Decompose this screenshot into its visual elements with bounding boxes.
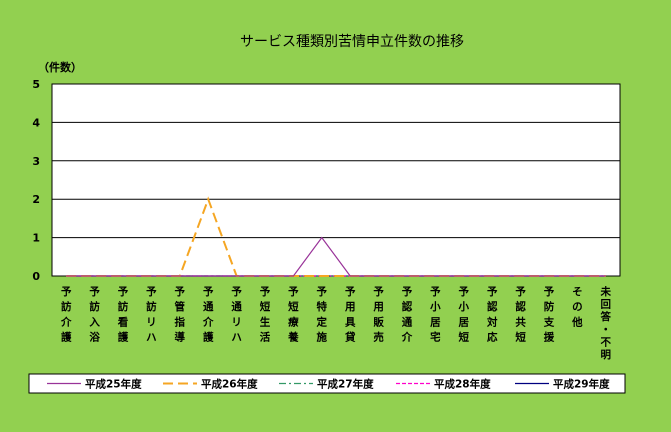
x-category-label: 予用具貸: [344, 285, 356, 344]
x-axis-categories: 予訪介護 予訪入浴 予訪看護 予訪リハ 予管指導 予通介護 予通リハ 予短生活 予短療養 予特定施…: [60, 285, 612, 361]
chart-title: サービス種類別苦情申立件数の推移: [240, 34, 464, 50]
x-category-label: 予訪入浴: [89, 285, 100, 344]
x-category-label: 予訪介護: [60, 285, 72, 344]
y-axis-ticks: 0 1 2 3 4 5: [32, 78, 40, 283]
series-layer: [66, 196, 606, 277]
series-line-0: [66, 236, 606, 277]
legend-label: 平成27年度: [317, 378, 374, 391]
x-category-label: 予認共短: [515, 285, 526, 344]
legend: [28, 373, 626, 394]
x-category-label: 予管指導: [175, 285, 186, 344]
x-category-label: 予短療養: [287, 285, 299, 344]
x-category-label: 予小居宅: [429, 285, 441, 344]
x-category-label: 予小居短: [458, 285, 470, 344]
x-category-label: 予特定施: [316, 285, 328, 344]
y-tick-label: 5: [32, 78, 40, 91]
x-category-label: 予通リハ: [231, 285, 242, 344]
x-category-label: 予短生活: [260, 285, 271, 344]
y-tick-label: 4: [32, 116, 40, 129]
x-category-label: 予通介護: [202, 285, 214, 344]
legend-label: 平成25年度: [85, 378, 142, 391]
y-tick-label: 2: [32, 193, 40, 206]
legend-label: 平成29年度: [553, 378, 610, 391]
gridlines: [52, 121, 620, 239]
y-tick-label: 1: [32, 232, 40, 245]
x-category-label: 未回答・不明: [600, 285, 612, 361]
x-category-label: 予防支援: [543, 285, 555, 344]
x-category-label: 予認対応: [486, 285, 498, 344]
x-category-label: その他: [571, 286, 583, 328]
x-category-label: 予認通介: [401, 285, 413, 344]
legend-label: 平成26年度: [201, 378, 258, 391]
y-tick-label: 3: [32, 155, 40, 168]
plot-area: [51, 83, 621, 277]
legend-items: 平成25年度 平成26年度 平成27年度 平成28年度 平成29年度: [47, 378, 610, 391]
x-category-label: 予訪看護: [118, 285, 129, 344]
legend-label: 平成28年度: [434, 378, 491, 391]
x-category-label: 予用販売: [372, 285, 384, 344]
y-axis-unit-label: （件数）: [38, 60, 82, 74]
x-category-label: 予訪リハ: [146, 285, 157, 344]
y-tick-label: 0: [32, 270, 40, 283]
